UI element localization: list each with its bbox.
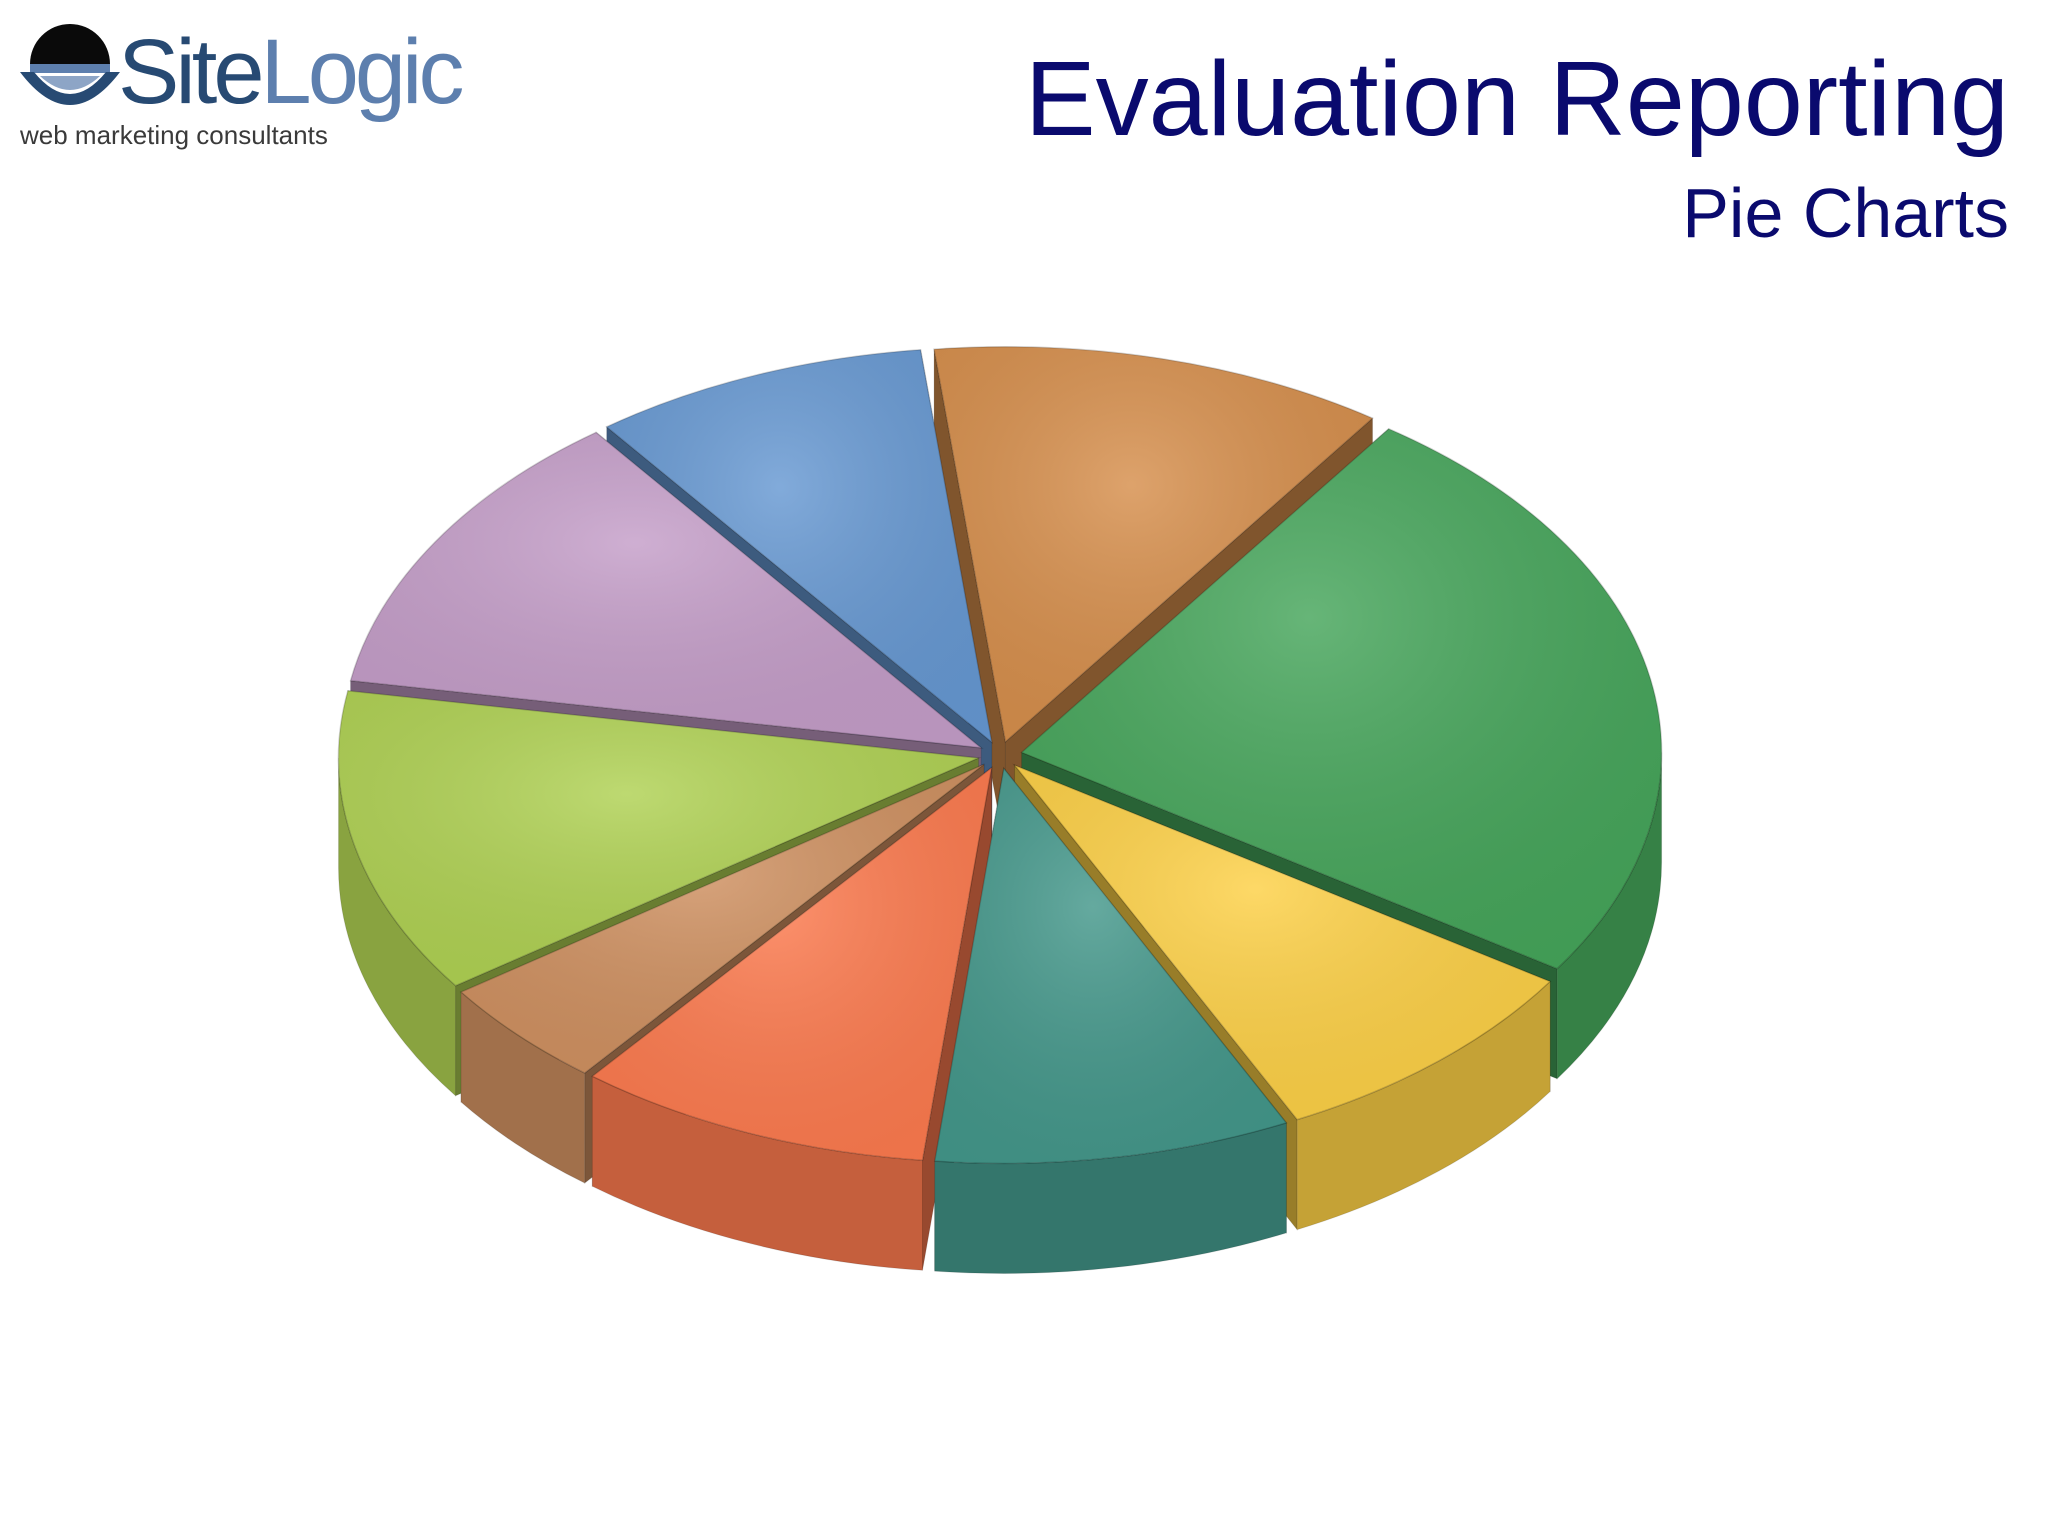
- pie-slice-side-5: [460, 990, 586, 1184]
- logo-word-site: Site: [118, 21, 265, 123]
- pie-slice-shine-9: [934, 346, 1373, 742]
- pie-slice-shine-5: [461, 764, 984, 1074]
- pie-slice-shine-6: [338, 690, 979, 986]
- pie-slice-shine-2: [1014, 765, 1551, 1120]
- sitelogic-logo: SiteLogic web marketing consultants: [14, 14, 494, 164]
- pie-tops-layer: [337, 346, 1663, 1165]
- logo-wordmark: SiteLogic: [118, 26, 464, 118]
- pie-slice-shine-8: [606, 349, 992, 743]
- logo-emblem-icon: [20, 24, 120, 105]
- pie-slice-shine-3: [934, 768, 1287, 1164]
- slide-subtitle: Pie Charts: [1682, 174, 2009, 252]
- pie-slice-shine-7: [350, 432, 982, 748]
- pie-slice-shine-4: [592, 767, 992, 1161]
- pie-slice-shine-1: [1021, 428, 1662, 969]
- logo-word-logic: Logic: [260, 21, 465, 123]
- logo-tagline: web marketing consultants: [20, 120, 328, 150]
- slide-title: Evaluation Reporting: [1024, 40, 2009, 158]
